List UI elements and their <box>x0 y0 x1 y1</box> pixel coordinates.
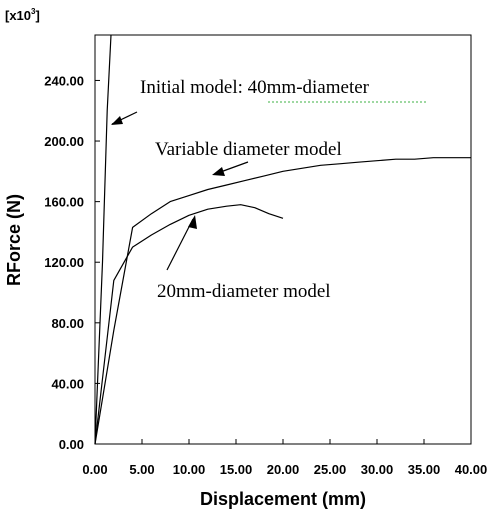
annotation-arrow-initial <box>111 111 138 125</box>
x-tick-label: 10.00 <box>173 462 206 477</box>
x-tick-label: 15.00 <box>220 462 253 477</box>
y-tick-label: 120.00 <box>44 255 84 270</box>
y-axis-label: RForce (N) <box>4 194 24 286</box>
x-tick-label: 20.00 <box>267 462 300 477</box>
annotation-20mm-model: 20mm-diameter model <box>157 281 331 302</box>
y-tick-label: 160.00 <box>44 195 84 210</box>
series-line-0 <box>94 34 112 445</box>
annotation-initial-model: Initial model: 40mm-diameter <box>140 77 370 98</box>
series-line-2 <box>94 204 284 445</box>
x-axis-label: Displacement (mm) <box>200 489 366 509</box>
y-tick-label: 0.00 <box>59 437 84 452</box>
y-axis-ticks: 0.00 40.00 80.00 120.00 160.00 200.00 240.00 <box>44 73 100 452</box>
y-tick-label: 240.00 <box>44 73 84 88</box>
x-tick-label: 0.00 <box>82 462 107 477</box>
x-tick-label: 30.00 <box>361 462 394 477</box>
y-tick-label: 80.00 <box>51 316 84 331</box>
x-tick-label: 25.00 <box>314 462 347 477</box>
x-tick-label: 5.00 <box>129 462 154 477</box>
x-tick-label: 35.00 <box>408 462 441 477</box>
x-tick-label: 40.00 <box>455 462 488 477</box>
y-tick-label: 40.00 <box>51 376 84 391</box>
annotation-arrow-20mm <box>166 215 197 271</box>
y-tick-label: 200.00 <box>44 134 84 149</box>
annotation-variable-model: Variable diameter model <box>155 139 342 160</box>
series-line-1 <box>94 157 471 445</box>
y-unit-label: [x103] <box>5 7 40 23</box>
annotation-arrow-variable <box>212 161 249 176</box>
x-axis-ticks: 0.00 5.00 10.00 15.00 20.00 25.00 30.00 35.00 40… <box>82 439 487 477</box>
series-layer <box>94 34 471 445</box>
